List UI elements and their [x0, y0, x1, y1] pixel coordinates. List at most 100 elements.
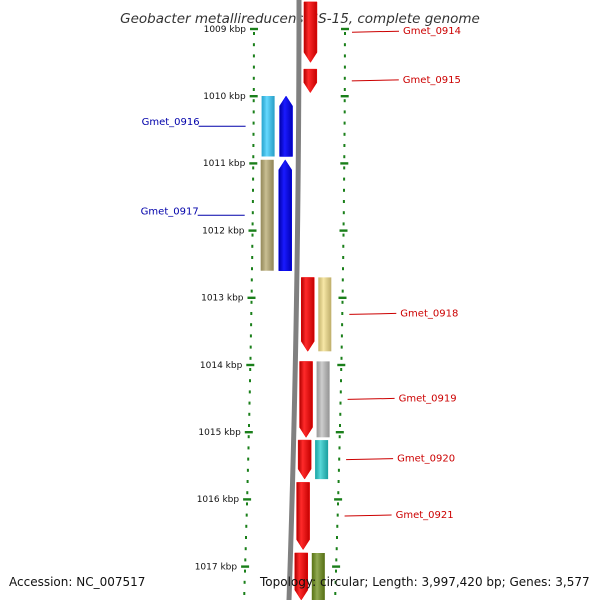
gene-arrow[interactable] [303, 68, 318, 94]
minor-tick-right [335, 558, 338, 562]
minor-tick-left [252, 188, 254, 192]
minor-tick-right [338, 446, 341, 450]
topology-text: Topology: circular; Length: 3,997,420 bp… [260, 575, 590, 589]
gene-arrow[interactable] [303, 1, 318, 63]
major-tick-left [243, 498, 252, 501]
minor-tick-left [250, 278, 253, 282]
genome-backbone [286, 0, 302, 600]
minor-tick-right [343, 99, 346, 103]
minor-tick-right [339, 390, 342, 394]
gene-label-line [344, 514, 392, 517]
minor-tick-left [252, 110, 255, 114]
minor-tick-right [337, 502, 339, 506]
gene-arrow[interactable] [296, 482, 310, 551]
minor-tick-left [252, 99, 255, 103]
minor-tick-right [343, 88, 346, 91]
tick-layer: 1009 kbp 1010 kbp 1011 kbp 1012 kbp 1013 kbp… [195, 25, 349, 595]
tick-label: 1017 kbp [195, 562, 238, 572]
minor-tick-left [252, 54, 255, 58]
minor-tick-right [341, 323, 344, 327]
minor-tick-right [342, 267, 344, 271]
minor-tick-right [334, 592, 337, 595]
gene-arrow[interactable] [279, 95, 293, 157]
minor-tick-right [342, 233, 345, 237]
minor-tick-right [337, 491, 340, 495]
gene-label[interactable]: Gmet_0919 [399, 393, 457, 404]
minor-tick-left [243, 592, 246, 595]
minor-tick-right [340, 368, 343, 371]
minor-tick-right [339, 401, 342, 405]
minor-tick-left [249, 368, 252, 371]
gene-label[interactable]: Gmet_0915 [403, 75, 461, 86]
minor-tick-left [250, 300, 253, 304]
minor-tick-right [343, 43, 346, 47]
minor-tick-left [248, 424, 250, 427]
major-tick-left [248, 229, 257, 232]
cog-box-shade [316, 361, 330, 438]
minor-tick-left [246, 480, 249, 483]
gene-arrow[interactable] [299, 361, 313, 438]
gene-label[interactable]: Gmet_0914 [403, 26, 461, 37]
cog-box-shade [261, 96, 275, 157]
major-tick-left [250, 27, 258, 31]
minor-tick-right [340, 356, 343, 360]
major-tick-left [249, 162, 258, 165]
minor-tick-left [251, 200, 254, 203]
gene-label-line [349, 312, 397, 315]
minor-tick-left [250, 312, 253, 315]
gene-label[interactable]: Gmet_0918 [400, 308, 458, 319]
major-tick-right [340, 162, 349, 165]
minor-tick-left [245, 536, 247, 539]
tick-label: 1011 kbp [203, 159, 246, 169]
minor-tick-left [252, 76, 255, 80]
major-tick-left [249, 95, 258, 98]
minor-tick-left [244, 569, 246, 573]
major-tick-right [334, 498, 343, 501]
gene-label[interactable]: Gmet_0917 [141, 206, 199, 217]
minor-tick-right [340, 379, 342, 383]
gene-label-layer: Gmet_0914 Gmet_0915 Gmet_0916 Gmet_0917 Gmet… [141, 26, 461, 521]
minor-tick-left [251, 244, 254, 248]
cog-track [260, 96, 332, 600]
minor-tick-left [252, 155, 255, 159]
tick-label: 1014 kbp [200, 361, 243, 371]
gene-arrow[interactable] [297, 439, 312, 480]
minor-tick-right [343, 121, 346, 125]
minor-tick-left [251, 211, 254, 215]
minor-tick-right [337, 480, 340, 483]
minor-tick-right [342, 222, 345, 226]
minor-tick-left [248, 412, 251, 416]
minor-tick-right [336, 536, 338, 539]
minor-tick-right [343, 177, 346, 181]
minor-tick-right [336, 513, 339, 517]
tick-label: 1016 kbp [197, 495, 240, 505]
minor-tick-right [334, 580, 337, 584]
gene-arrow[interactable] [294, 552, 309, 600]
accession-text: Accession: NC_007517 [9, 575, 146, 589]
major-tick-left [246, 363, 255, 367]
cog-box-shade [315, 440, 329, 480]
gene-arrow[interactable] [301, 277, 315, 352]
minor-tick-right [335, 569, 337, 573]
minor-tick-left [252, 121, 255, 125]
minor-tick-right [340, 334, 343, 338]
minor-tick-right [342, 200, 345, 203]
minor-tick-left [252, 88, 255, 91]
gene-label[interactable]: Gmet_0916 [142, 117, 200, 128]
minor-tick-left [244, 547, 247, 551]
minor-tick-left [247, 435, 250, 439]
minor-tick-right [337, 468, 340, 472]
gene-label[interactable]: Gmet_0920 [397, 454, 455, 465]
cog-box-shade [260, 159, 274, 271]
minor-tick-right [341, 300, 344, 304]
minor-tick-right [341, 278, 344, 282]
minor-tick-left [243, 580, 246, 584]
gene-arrow[interactable] [278, 159, 292, 271]
minor-tick-right [339, 424, 341, 427]
gene-label[interactable]: Gmet_0921 [396, 510, 454, 521]
minor-tick-right [343, 76, 346, 80]
minor-tick-right [343, 132, 346, 136]
tick-label: 1012 kbp [202, 226, 245, 236]
minor-tick-left [247, 446, 250, 450]
